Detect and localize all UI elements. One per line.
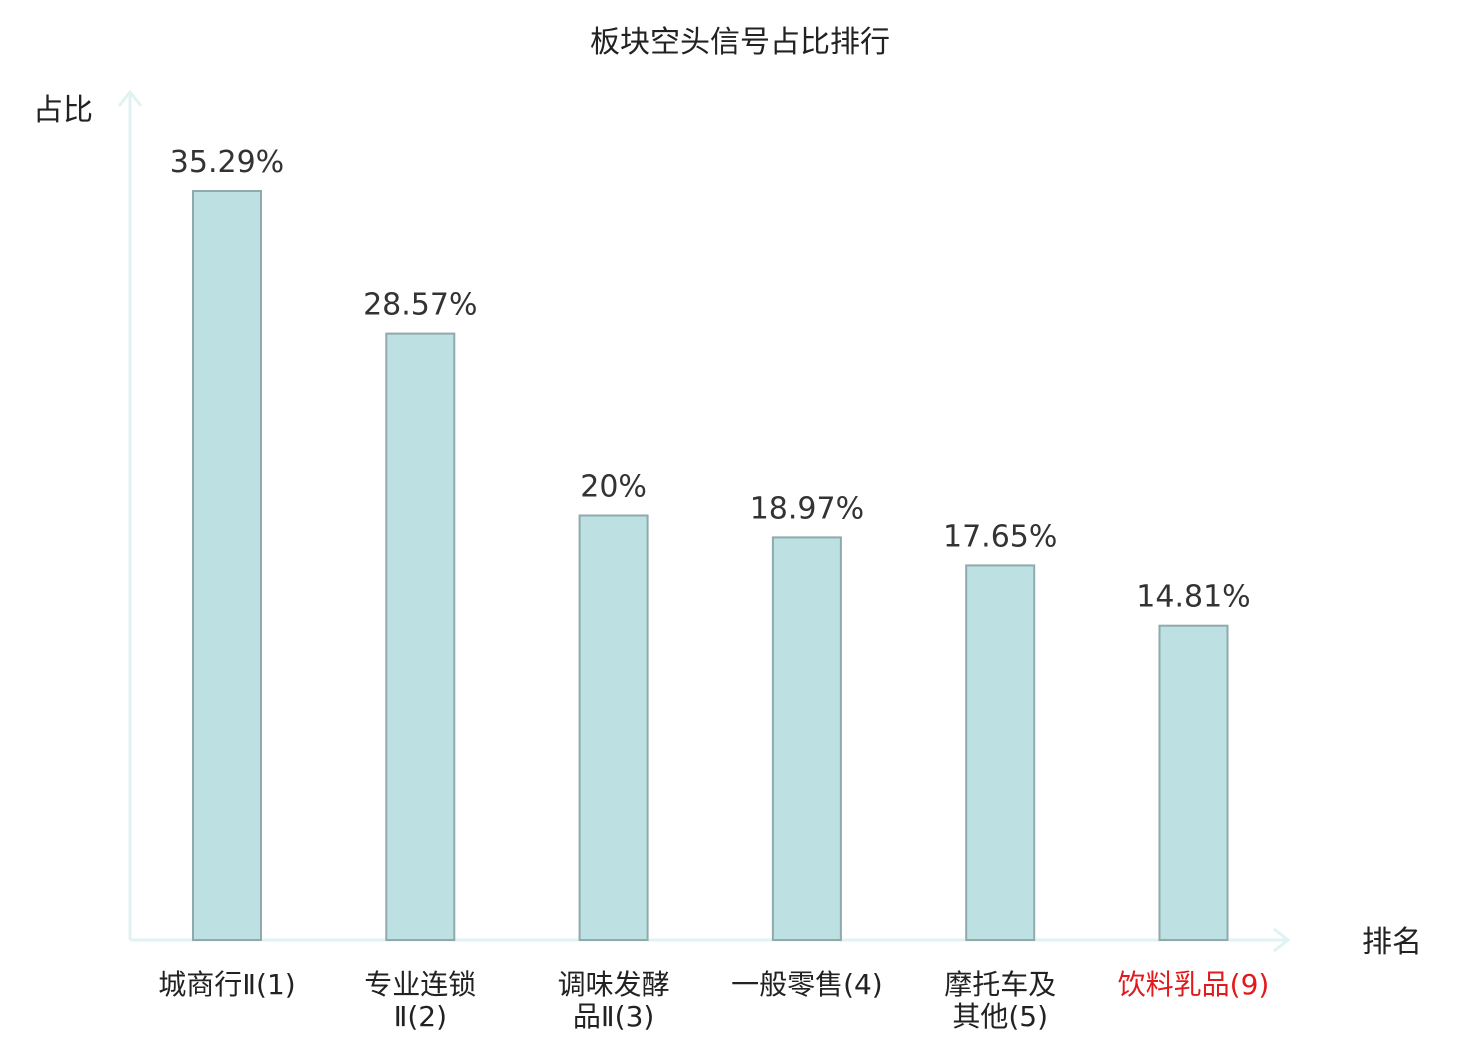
bar-4 [771, 536, 842, 942]
chart-title: 板块空头信号占比排行 [590, 25, 890, 60]
bar-1 [192, 190, 262, 941]
y-axis-arrow [117, 89, 143, 107]
category-label-3-line-1: 调味发酵 [558, 968, 670, 1001]
category-label-1-line-1: 城商行Ⅱ(1) [158, 968, 295, 1001]
value-label-6: 14.81% [1136, 580, 1250, 615]
value-label-1: 35.29% [170, 145, 284, 180]
bar-3 [578, 514, 649, 941]
category-label-5-line-2: 其他(5) [952, 1000, 1048, 1033]
x-axis-arrow [1273, 927, 1291, 953]
value-label-3: 20% [580, 470, 647, 505]
bar-6 [1158, 624, 1229, 941]
bar-5 [965, 564, 1036, 942]
value-label-2: 28.57% [363, 288, 477, 323]
category-label-2-line-1: 专业连锁 [364, 968, 476, 1001]
bar-2 [385, 332, 456, 942]
bars-group [192, 190, 1229, 942]
y-axis-label: 占比 [33, 93, 93, 128]
category-label-5-line-1: 摩托车及 [944, 968, 1056, 1001]
category-label-3-line-2: 品Ⅱ(3) [573, 1000, 654, 1033]
category-label-2-line-2: Ⅱ(2) [394, 1000, 447, 1033]
value-label-4: 18.97% [750, 491, 864, 526]
category-label-6-line-1: 饮料乳品(9) [1118, 968, 1270, 1001]
x-axis-label: 排名 [1362, 925, 1422, 960]
value-labels-group: 35.29% 28.57% 20% 18.97% 17.65% 14.81% [170, 145, 1251, 615]
value-label-5: 17.65% [943, 519, 1057, 554]
category-label-4-line-1: 一般零售(4) [731, 968, 883, 1001]
